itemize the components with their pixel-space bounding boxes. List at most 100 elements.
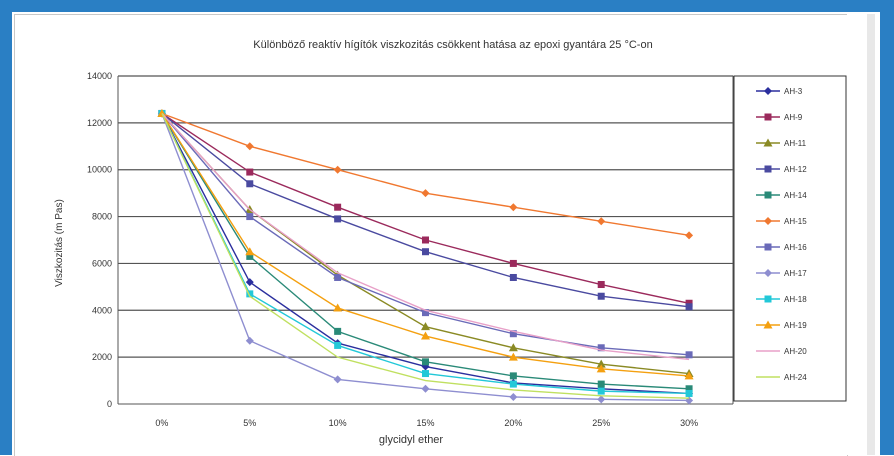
legend: AH-3 AH-9 AH-11 AH-12 AH-14 AH-15 AH-16 AH-17 AH…	[733, 75, 847, 402]
y-tick-label: 8000	[92, 212, 112, 222]
legend-item: AH-18	[756, 295, 807, 304]
data-point	[245, 247, 255, 256]
y-tick-label: 0	[107, 399, 112, 409]
legend-marker	[764, 87, 772, 95]
data-point	[509, 330, 517, 338]
y-tick-label: 12000	[87, 118, 112, 128]
data-point	[597, 281, 605, 289]
chart-right-shadow	[867, 14, 875, 455]
series-ah-9	[158, 109, 693, 307]
legend-item: AH-17	[756, 269, 807, 278]
data-point	[422, 370, 429, 378]
data-point	[334, 273, 342, 281]
legend-item: AH-15	[756, 217, 807, 226]
y-tick-label: 4000	[92, 305, 112, 315]
legend-label: AH-20	[784, 347, 807, 356]
legend-marker	[764, 113, 772, 121]
legend-label: AH-18	[784, 295, 807, 304]
data-point	[597, 395, 606, 404]
legend-label: AH-12	[784, 165, 807, 174]
data-point	[508, 352, 518, 361]
data-point	[597, 217, 606, 226]
data-point	[597, 292, 605, 300]
legend-label: AH-24	[784, 373, 807, 382]
data-point	[684, 371, 694, 380]
legend-item: AH-24	[756, 373, 807, 382]
data-point	[509, 372, 517, 380]
data-point	[509, 203, 518, 212]
data-point	[421, 322, 430, 331]
legend-marker	[764, 191, 772, 199]
legend-label: AH-15	[784, 217, 807, 226]
legend-box	[733, 75, 847, 402]
x-tick-label: 5%	[243, 418, 256, 428]
series-ah-12	[158, 109, 693, 311]
data-point	[245, 142, 254, 151]
data-point	[685, 351, 693, 359]
data-point	[421, 384, 430, 393]
y-axis-label: Viszkozitás (m Pas)	[54, 199, 65, 287]
data-point	[685, 299, 693, 307]
x-tick-labels: 0% 5% 10% 15% 20% 25% 30%	[155, 418, 698, 428]
gridlines	[117, 75, 734, 405]
legend-label: AH-11	[784, 139, 807, 148]
series-layer	[157, 108, 694, 405]
data-point	[508, 343, 518, 352]
data-point	[333, 165, 342, 174]
data-point	[246, 213, 254, 221]
data-point	[596, 359, 606, 368]
y-tick-label: 14000	[87, 71, 112, 81]
data-point	[509, 392, 518, 401]
data-point	[333, 375, 342, 384]
legend-item: AH-3	[756, 87, 803, 96]
legend-label: AH-17	[784, 269, 807, 278]
x-axis-label: glycidyl ether	[379, 434, 444, 446]
data-point	[246, 290, 254, 298]
data-point	[245, 278, 254, 287]
series-ah-19	[157, 108, 694, 380]
series-line	[161, 113, 690, 361]
y-tick-label: 10000	[87, 165, 112, 175]
legend-item: AH-19	[756, 320, 807, 330]
legend-label: AH-19	[784, 321, 807, 330]
legend-marker	[764, 243, 772, 251]
data-point	[421, 189, 430, 198]
data-point	[422, 236, 429, 244]
y-tick-labels: 0 2000 4000 6000 8000 10000 12000 14000	[87, 71, 112, 409]
data-point	[685, 231, 694, 240]
legend-item: AH-14	[756, 191, 807, 200]
legend-marker	[764, 165, 772, 173]
data-point	[246, 180, 254, 188]
legend-label: AH-3	[784, 87, 803, 96]
legend-label: AH-9	[784, 113, 803, 122]
legend-item: AH-9	[756, 113, 803, 122]
series-ah-14	[158, 109, 693, 393]
data-point	[334, 203, 342, 211]
x-tick-label: 30%	[680, 418, 698, 428]
data-point	[334, 327, 342, 335]
data-point	[597, 387, 605, 395]
legend-label: AH-14	[784, 191, 807, 200]
x-tick-label: 25%	[592, 418, 610, 428]
data-point	[334, 215, 342, 223]
data-point	[509, 259, 517, 267]
chart-area	[14, 14, 848, 456]
legend-item: AH-16	[756, 243, 807, 252]
legend-marker	[764, 295, 772, 303]
data-point	[333, 303, 343, 312]
data-point	[246, 252, 254, 260]
x-tick-label: 20%	[504, 418, 522, 428]
data-point	[334, 341, 342, 349]
legend-label: AH-16	[784, 243, 807, 252]
legend-item: AH-12	[756, 165, 807, 174]
series-ah-24	[161, 113, 690, 399]
chart-title: Különböző reaktív hígítók viszkozitás cs…	[253, 39, 652, 51]
y-tick-label: 6000	[92, 258, 112, 268]
x-tick-label: 10%	[329, 418, 347, 428]
data-point	[597, 380, 605, 388]
data-point	[685, 385, 693, 393]
y-tick-label: 2000	[92, 352, 112, 362]
data-point	[246, 168, 254, 176]
data-point	[422, 248, 429, 256]
